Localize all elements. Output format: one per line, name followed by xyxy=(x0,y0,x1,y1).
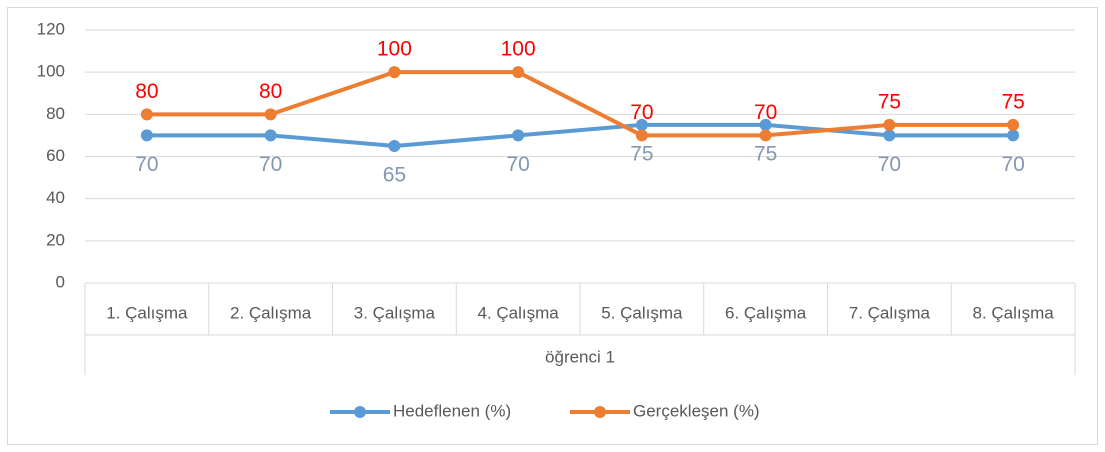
marker xyxy=(1007,129,1020,142)
marker xyxy=(883,118,896,131)
legend-label: Hedeflenen (%) xyxy=(393,401,511,420)
marker xyxy=(635,129,648,142)
marker xyxy=(264,108,277,121)
marker xyxy=(388,66,401,79)
y-tick-label: 120 xyxy=(37,19,65,38)
data-label: 70 xyxy=(1001,153,1024,176)
data-label: 70 xyxy=(878,153,901,176)
legend-marker xyxy=(594,406,606,418)
y-tick-label: 100 xyxy=(37,62,65,81)
data-label: 75 xyxy=(630,142,653,165)
data-label: 70 xyxy=(135,153,158,176)
data-label: 80 xyxy=(135,80,158,103)
data-label: 100 xyxy=(501,38,536,61)
y-tick-label: 60 xyxy=(46,146,65,165)
marker xyxy=(883,129,896,142)
data-label: 100 xyxy=(377,38,412,61)
marker xyxy=(140,108,153,121)
x-tick-label: 1. Çalışma xyxy=(106,303,188,322)
series-line xyxy=(146,70,1014,138)
data-label: 65 xyxy=(383,164,406,187)
marker xyxy=(264,129,277,142)
y-tick-label: 40 xyxy=(46,188,65,207)
x-tick-label: 5. Çalışma xyxy=(601,303,683,322)
y-tick-label: 0 xyxy=(56,272,65,291)
y-tick-label: 20 xyxy=(46,230,65,249)
y-tick-label: 80 xyxy=(46,104,65,123)
legend-label: Gerçekleşen (%) xyxy=(633,401,760,420)
marker xyxy=(512,129,525,142)
data-label: 70 xyxy=(630,101,653,124)
marker xyxy=(1007,118,1020,131)
data-label: 80 xyxy=(259,80,282,103)
data-label: 70 xyxy=(506,153,529,176)
chart-border xyxy=(7,7,1098,445)
marker xyxy=(635,118,648,131)
data-label: 70 xyxy=(259,153,282,176)
marker xyxy=(759,118,772,131)
marker xyxy=(388,139,401,152)
series-line xyxy=(146,122,1014,148)
data-label: 75 xyxy=(754,142,777,165)
marker xyxy=(759,129,772,142)
data-label: 75 xyxy=(878,90,901,113)
x-tick-label: 4. Çalışma xyxy=(478,303,560,322)
legend-marker xyxy=(354,406,366,418)
marker xyxy=(512,66,525,79)
x-tick-label: 8. Çalışma xyxy=(973,303,1055,322)
x-tick-label: 3. Çalışma xyxy=(354,303,436,322)
x-tick-label: 2. Çalışma xyxy=(230,303,312,322)
data-label: 70 xyxy=(754,101,777,124)
data-label: 75 xyxy=(1001,90,1024,113)
x-tick-label: 6. Çalışma xyxy=(725,303,807,322)
x-tick-label: 7. Çalışma xyxy=(849,303,931,322)
marker xyxy=(140,129,153,142)
group-label: öğrenci 1 xyxy=(545,347,615,366)
